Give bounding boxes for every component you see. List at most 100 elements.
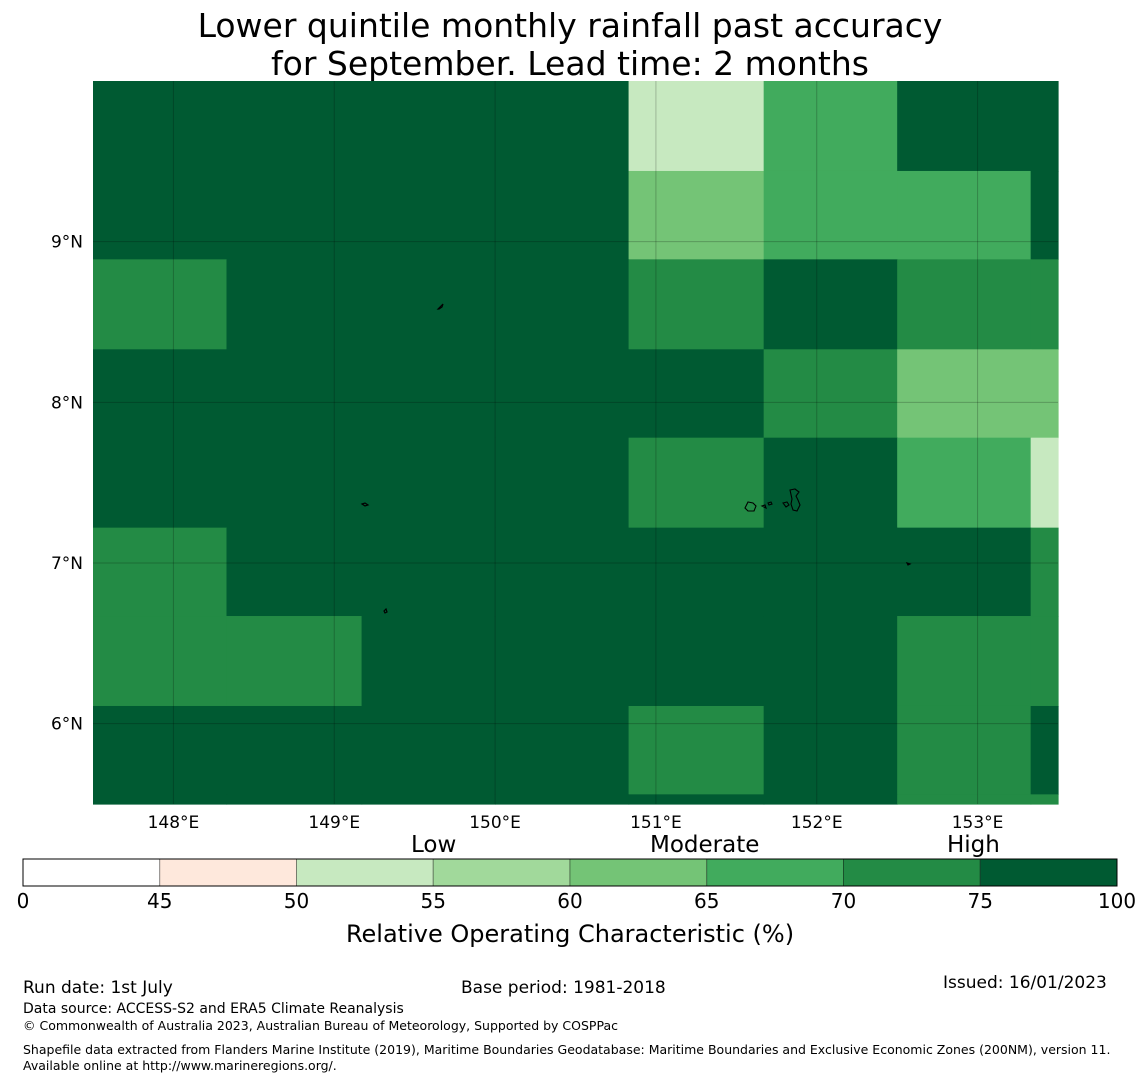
map-grid-cell (93, 705, 228, 795)
map-grid-cell (897, 81, 1032, 172)
map-grid-cell (226, 437, 363, 529)
map-grid-cell (1030, 527, 1059, 617)
colorbar-tick-label: 45 (147, 889, 173, 913)
map-grid-cell (93, 349, 228, 439)
map-grid-cell (628, 259, 765, 350)
map-grid-cell (1030, 170, 1059, 260)
map-grid-cell (1030, 81, 1059, 172)
island-outlines (360, 303, 912, 614)
map-grid-cell (495, 616, 630, 707)
map-grid-cell (897, 259, 1032, 350)
map-grid-cell (495, 794, 630, 805)
map-grid-cell (361, 705, 496, 795)
map-grid-cell (495, 170, 630, 260)
latitude-tick-label: 8°N (51, 393, 83, 413)
category-high-label: High (947, 832, 1000, 858)
map-grid-cell (93, 616, 228, 707)
map-grid-cell (628, 81, 765, 172)
map-grid-cell (495, 527, 630, 617)
map-grid-cell (1030, 794, 1059, 805)
base-period: Base period: 1981-2018 (461, 978, 666, 998)
map-grid-cell (361, 437, 496, 529)
map-grid-cell (226, 616, 363, 707)
colorbar-segment (296, 858, 434, 887)
map-grid-cell (361, 81, 496, 172)
map-grid-cell (226, 705, 363, 795)
colorbar-tick-label: 60 (557, 889, 583, 913)
category-moderate-label: Moderate (650, 832, 760, 858)
colorbar (22, 858, 1118, 887)
map-grid-cell (628, 794, 765, 805)
colorbar-tick-label: 70 (830, 889, 857, 913)
map-axis-labels: 148°E 149°E 150°E 151°E 152°E 153°E 6°N 7°N 8°N 9… (51, 233, 1003, 833)
island-outline (436, 303, 444, 310)
map-grid-cell (495, 259, 630, 350)
map-grid-cell (763, 437, 898, 529)
map-grid-cell (93, 794, 228, 805)
island-outline (905, 561, 912, 566)
map-grid-cell (628, 170, 765, 260)
map-grid-cell (495, 81, 630, 172)
map-gridlines (93, 81, 1058, 804)
longitude-tick-label: 151°E (630, 813, 682, 833)
island-outline (383, 607, 388, 614)
map-grid-cell (1030, 705, 1059, 795)
map-grid-cell (628, 527, 765, 617)
copyright-notice: © Commonwealth of Australia 2023, Austra… (23, 1018, 618, 1033)
colorbar-tick-label: 65 (694, 889, 720, 913)
map-grid-cell (226, 81, 363, 172)
map-grid-cell (763, 705, 898, 795)
map-grid-cell (226, 170, 363, 260)
map-grid-cell (361, 794, 496, 805)
colorbar-tick-label: 55 (420, 889, 446, 913)
map-grid-cell (897, 616, 1032, 707)
map-grid-cell (1030, 437, 1059, 529)
map-grid-cell (93, 170, 228, 260)
issued-date: Issued: 16/01/2023 (943, 973, 1107, 993)
map-grid-cell (628, 705, 765, 795)
map-grid-cell (226, 259, 363, 350)
map-grid-cell (763, 349, 898, 439)
map-grid-cell (1030, 259, 1059, 350)
colorbar-segment (22, 858, 161, 887)
data-source: Data source: ACCESS-S2 and ERA5 Climate … (23, 1001, 404, 1017)
map-grid-cell (361, 259, 496, 350)
run-date: Run date: 1st July (23, 978, 173, 998)
map-grid-cell (763, 794, 898, 805)
map-grid-cell (93, 437, 228, 529)
latitude-tick-label: 6°N (51, 715, 83, 735)
shapefile-credit: Shapefile data extracted from Flanders M… (23, 1042, 1111, 1073)
map-grid-cell (628, 616, 765, 707)
map-cells (93, 81, 1059, 805)
longitude-tick-label: 149°E (308, 813, 360, 833)
map-grid-cell (495, 349, 630, 439)
chart-title-line-1: Lower quintile monthly rainfall past acc… (197, 6, 943, 45)
colorbar-segment (979, 858, 1118, 887)
category-low-label: Low (411, 832, 457, 858)
map-grid-cell (897, 170, 1032, 260)
longitude-tick-label: 148°E (148, 813, 200, 833)
map-grid-cell (495, 437, 630, 529)
map-grid-cell (93, 81, 228, 172)
map-grid-cell (763, 81, 898, 172)
map-grid-cell (226, 349, 363, 439)
map-grid-cell (897, 794, 1032, 805)
map-grid-cell (763, 616, 898, 707)
map-grid-cell (226, 794, 363, 805)
colorbar-title: Relative Operating Characteristic (%) (345, 920, 795, 948)
map-grid-cell (897, 527, 1032, 617)
longitude-tick-label: 153°E (952, 813, 1004, 833)
map-grid-cell (361, 170, 496, 260)
latitude-tick-label: 9°N (51, 233, 83, 253)
colorbar-segment (706, 858, 844, 887)
colorbar-tick-label: 50 (283, 889, 310, 913)
map-grid-cell (495, 705, 630, 795)
colorbar-segment (843, 858, 981, 887)
map-grid-cell (628, 437, 765, 529)
map-grid-cell (763, 259, 898, 350)
colorbar-tick-label: 0 (16, 889, 30, 913)
map-grid-cell (628, 349, 765, 439)
map-grid-cell (361, 527, 496, 617)
map-grid-cell (897, 437, 1032, 529)
map-grid-cell (1030, 616, 1059, 707)
